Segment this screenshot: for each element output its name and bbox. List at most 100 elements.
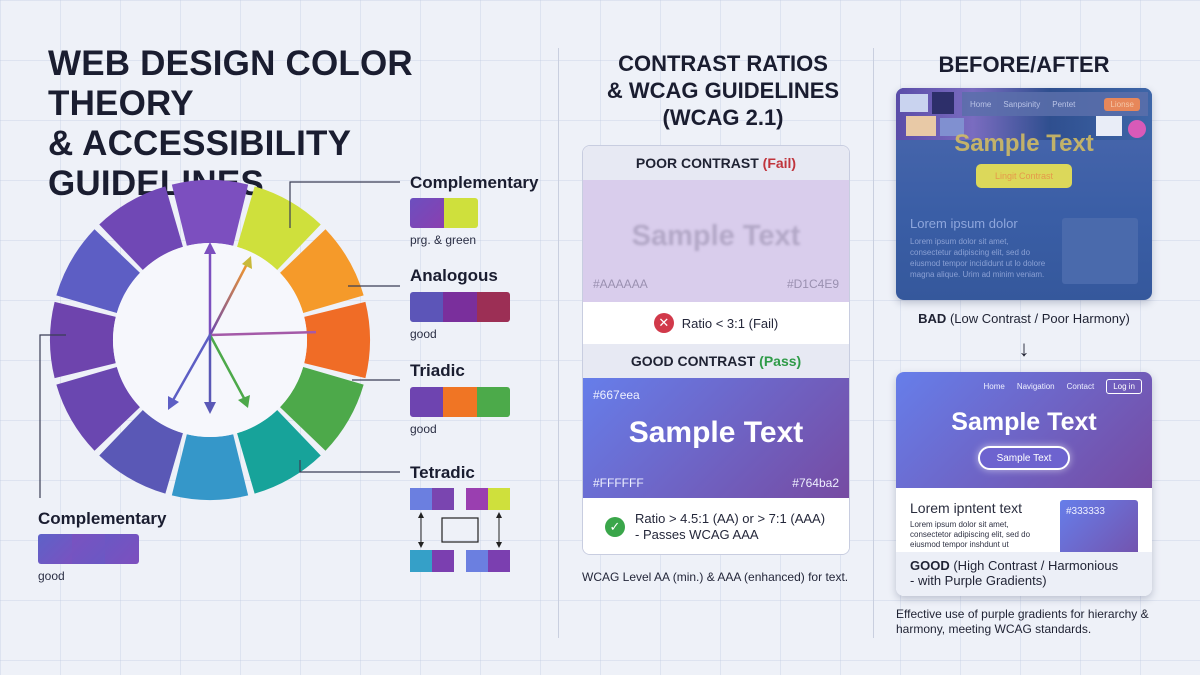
wheel-segment bbox=[171, 180, 249, 246]
good-fg-hex: #FFFFFF bbox=[593, 476, 644, 490]
swatch-color bbox=[466, 488, 488, 510]
wheel-segment bbox=[280, 229, 364, 313]
wheel-segment bbox=[56, 367, 140, 451]
swatch-color bbox=[443, 292, 477, 322]
good-swatch-hex: #333333 bbox=[1066, 506, 1105, 517]
bad-lorem-title: Lorem ipsum dolor bbox=[910, 216, 1018, 231]
poor-ratio-text: Ratio < 3:1 (Fail) bbox=[681, 315, 779, 331]
poor-fg-hex: #AAAAAA bbox=[593, 277, 648, 291]
check-icon: ✓ bbox=[605, 517, 625, 537]
swatch-color bbox=[105, 534, 139, 564]
triadic-swatch bbox=[410, 387, 510, 417]
good-ratio-line1: Ratio > 4.5:1 (AA) or > 7:1 (AAA) bbox=[635, 511, 826, 526]
good-lorem-title: Lorem ipntent text bbox=[910, 500, 1023, 516]
bad-nav-bar: Home Sanpsinity Pentet Lionse bbox=[962, 92, 1148, 116]
swatch-color bbox=[476, 387, 510, 417]
good-ratio-row: ✓ Ratio > 4.5:1 (AA) or > 7:1 (AAA) - Pa… bbox=[583, 498, 849, 554]
complementary-title: Complementary bbox=[410, 173, 539, 192]
wheel-segment bbox=[56, 229, 140, 313]
tetradic-connectors bbox=[418, 512, 502, 548]
bad-nav-button[interactable]: Lionse bbox=[1104, 97, 1140, 111]
good-contrast-sample: #667eea Sample Text #FFFFFF #764ba2 bbox=[583, 378, 849, 498]
good-button[interactable]: Sample Text bbox=[978, 446, 1070, 470]
poor-bg-hex: #D1C4E9 bbox=[786, 277, 839, 291]
tetradic-pair-bottom-right bbox=[466, 550, 510, 572]
wheel-segment bbox=[237, 186, 321, 270]
swatch-color bbox=[443, 387, 477, 417]
swatch-color bbox=[432, 488, 454, 510]
wheel-segment bbox=[171, 434, 249, 500]
divider bbox=[558, 48, 559, 638]
swatch-color bbox=[410, 198, 444, 228]
good-top-hex: #667eea bbox=[593, 388, 640, 402]
wheel-segment bbox=[50, 301, 116, 379]
poor-sample-text: Sample Text bbox=[631, 220, 801, 252]
complementary-note: prg. & green bbox=[410, 233, 477, 247]
swatch-color bbox=[410, 488, 432, 510]
bad-lorem-body: Lorem ipsum dolor sit amet, consectetur … bbox=[910, 237, 1046, 279]
swatch-color bbox=[488, 488, 510, 510]
bad-button[interactable]: Lingit Contrast bbox=[976, 164, 1072, 188]
analogous-swatch bbox=[410, 292, 510, 322]
analogous-note: good bbox=[410, 327, 437, 341]
bad-nav-home[interactable]: Home bbox=[970, 99, 992, 109]
swatch-color bbox=[410, 292, 444, 322]
contrast-title: CONTRAST RATIOS & WCAG GUIDELINES (WCAG … bbox=[606, 51, 840, 130]
wcag-note: WCAG Level AA (min.) & AAA (enhanced) fo… bbox=[582, 570, 849, 584]
swatch-color bbox=[488, 550, 510, 572]
good-contrast-heading: GOOD CONTRAST (Pass) bbox=[583, 344, 849, 378]
good-nav-bar: Home Navigation Contact Log in bbox=[983, 379, 1142, 394]
x-icon: ✕ bbox=[653, 313, 674, 333]
footer-note: Effective use of purple gradients for hi… bbox=[896, 607, 1149, 636]
swatch-color bbox=[476, 292, 510, 322]
wheel-segment bbox=[99, 186, 183, 270]
triadic-title: Triadic bbox=[410, 361, 465, 380]
good-sample-text: Sample Text bbox=[628, 416, 804, 449]
bad-nav-item[interactable]: Sanpsinity bbox=[1003, 99, 1041, 109]
analogous-title: Analogous bbox=[410, 266, 498, 285]
good-caption: GOOD (High Contrast / Harmonious - with … bbox=[896, 552, 1152, 596]
swatch-color bbox=[444, 198, 478, 228]
swatch-color bbox=[71, 534, 106, 564]
harmony-arrows bbox=[168, 242, 328, 414]
triadic-note: good bbox=[410, 422, 437, 436]
swatch-color bbox=[38, 534, 72, 564]
bad-image-placeholder bbox=[1062, 218, 1138, 284]
wheel-segment bbox=[280, 367, 364, 451]
good-ratio-line2: - Passes WCAG AAA bbox=[635, 527, 759, 542]
poor-contrast-sample: Sample Text #AAAAAA #D1C4E9 bbox=[583, 180, 849, 302]
good-nav-item[interactable]: Navigation bbox=[1016, 382, 1055, 391]
divider bbox=[873, 48, 874, 638]
good-nav-home[interactable]: Home bbox=[983, 382, 1005, 391]
color-wheel bbox=[50, 180, 370, 500]
good-login-button[interactable]: Log in bbox=[1106, 379, 1142, 394]
page-title: WEB DESIGN COLOR THEORY & ACCESSIBILITY … bbox=[48, 44, 413, 203]
good-example-card: Home Navigation Contact Log in Sample Te… bbox=[896, 372, 1152, 596]
tetradic-pair-top-left bbox=[410, 488, 454, 510]
good-sample-text: Sample Text bbox=[951, 408, 1097, 436]
swatch-color bbox=[410, 387, 444, 417]
bad-nav-item[interactable]: Pentet bbox=[1052, 99, 1076, 109]
bad-sample-text: Sample Text bbox=[954, 130, 1094, 157]
good-lorem-body: Lorem ipsum dolor sit amet, consectetor … bbox=[910, 520, 1031, 549]
bad-example-card: Home Sanpsinity Pentet Lionse Sample Tex… bbox=[896, 88, 1152, 300]
tetradic-pair-bottom-left bbox=[410, 550, 454, 572]
before-after-title: BEFORE/AFTER bbox=[938, 52, 1110, 77]
bottom-complementary-title: Complementary bbox=[38, 509, 167, 528]
good-nav-item[interactable]: Contact bbox=[1066, 382, 1095, 391]
swatch-color bbox=[432, 550, 454, 572]
bad-caption: BAD (Low Contrast / Poor Harmony) bbox=[918, 311, 1130, 326]
tetradic-diagram bbox=[410, 488, 515, 574]
bottom-complementary-note: good bbox=[38, 569, 65, 583]
good-hero: Home Navigation Contact Log in Sample Te… bbox=[896, 372, 1152, 488]
tetradic-pair-top-right bbox=[466, 488, 510, 510]
tetradic-title: Tetradic bbox=[410, 463, 475, 482]
wheel-segment bbox=[304, 301, 370, 379]
bottom-complementary-swatch bbox=[38, 534, 139, 564]
wheel-segment bbox=[99, 410, 183, 494]
contrast-card: POOR CONTRAST (Fail) Sample Text #AAAAAA… bbox=[582, 145, 850, 555]
down-arrow-icon: ↓ bbox=[1018, 336, 1030, 361]
swatch-color bbox=[466, 550, 488, 572]
swatch-color bbox=[410, 550, 432, 572]
poor-ratio-row: ✕ Ratio < 3:1 (Fail) bbox=[583, 302, 849, 344]
